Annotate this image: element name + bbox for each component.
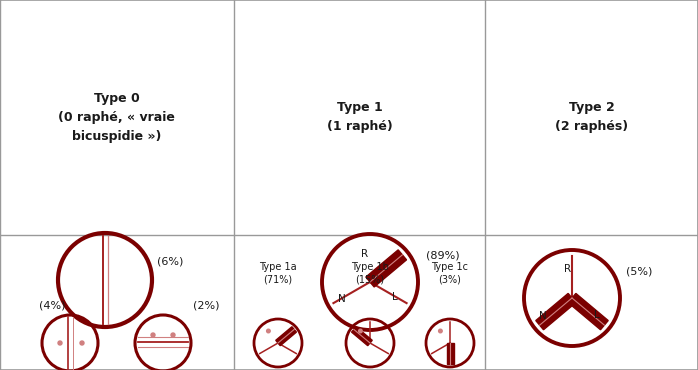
Circle shape <box>171 333 175 337</box>
Text: L: L <box>594 310 600 320</box>
Text: Type 1b
(15%): Type 1b (15%) <box>351 262 389 285</box>
Text: R: R <box>565 264 572 274</box>
Polygon shape <box>568 293 608 330</box>
Text: (89%): (89%) <box>426 250 459 260</box>
Circle shape <box>58 341 62 345</box>
Text: (4%): (4%) <box>39 300 66 310</box>
Polygon shape <box>536 293 576 330</box>
Text: Type 1
(1 raphé): Type 1 (1 raphé) <box>327 101 392 134</box>
Text: (2%): (2%) <box>193 300 219 310</box>
Text: Type 1a
(71%): Type 1a (71%) <box>259 262 297 285</box>
Text: N: N <box>540 311 547 321</box>
Text: (5%): (5%) <box>626 267 653 277</box>
Text: Type 1c
(3%): Type 1c (3%) <box>431 262 468 285</box>
Text: Type 0
(0 raphé, « vraie
bicuspidie »): Type 0 (0 raphé, « vraie bicuspidie ») <box>59 92 175 143</box>
Circle shape <box>438 329 443 333</box>
Circle shape <box>267 329 270 333</box>
Polygon shape <box>447 343 454 364</box>
Text: L: L <box>392 292 398 302</box>
Polygon shape <box>366 250 406 287</box>
Polygon shape <box>276 327 297 346</box>
Circle shape <box>359 329 362 333</box>
Text: R: R <box>362 249 369 259</box>
Circle shape <box>151 333 155 337</box>
Text: N: N <box>339 294 346 304</box>
Circle shape <box>80 341 84 345</box>
Text: Type 2
(2 raphés): Type 2 (2 raphés) <box>555 101 628 134</box>
Text: (6%): (6%) <box>157 256 184 266</box>
Polygon shape <box>352 327 372 346</box>
